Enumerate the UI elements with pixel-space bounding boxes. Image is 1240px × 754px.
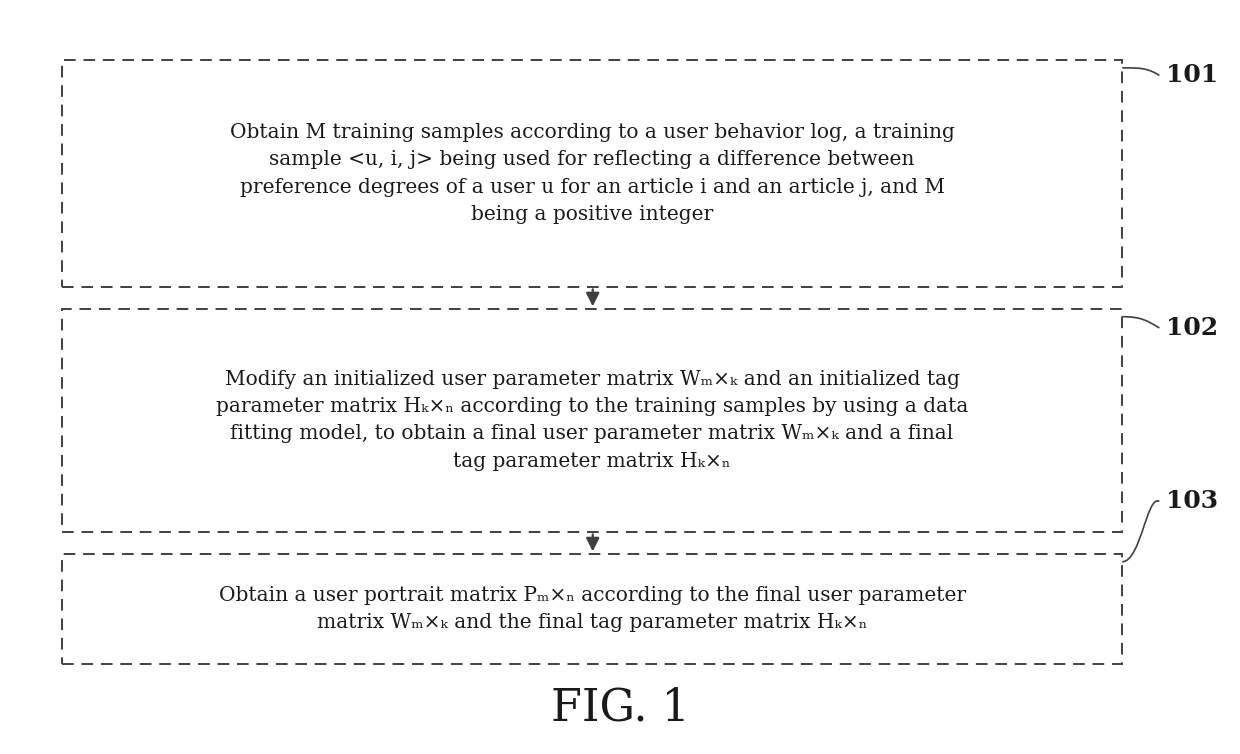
Bar <box>62 309 1122 532</box>
Text: Obtain a user portrait matrix Pₘ×ₙ according to the final user parameter
matrix : Obtain a user portrait matrix Pₘ×ₙ accor… <box>218 586 966 632</box>
Text: FIG. 1: FIG. 1 <box>551 687 689 730</box>
Text: 102: 102 <box>1166 316 1218 340</box>
Text: Modify an initialized user parameter matrix Wₘ×ₖ and an initialized tag
paramete: Modify an initialized user parameter mat… <box>216 370 968 470</box>
Text: Obtain M training samples according to a user behavior log, a training
sample <u: Obtain M training samples according to a… <box>229 123 955 224</box>
Text: 103: 103 <box>1166 489 1218 513</box>
Text: 101: 101 <box>1166 63 1218 87</box>
Bar <box>62 554 1122 664</box>
Bar <box>62 60 1122 287</box>
